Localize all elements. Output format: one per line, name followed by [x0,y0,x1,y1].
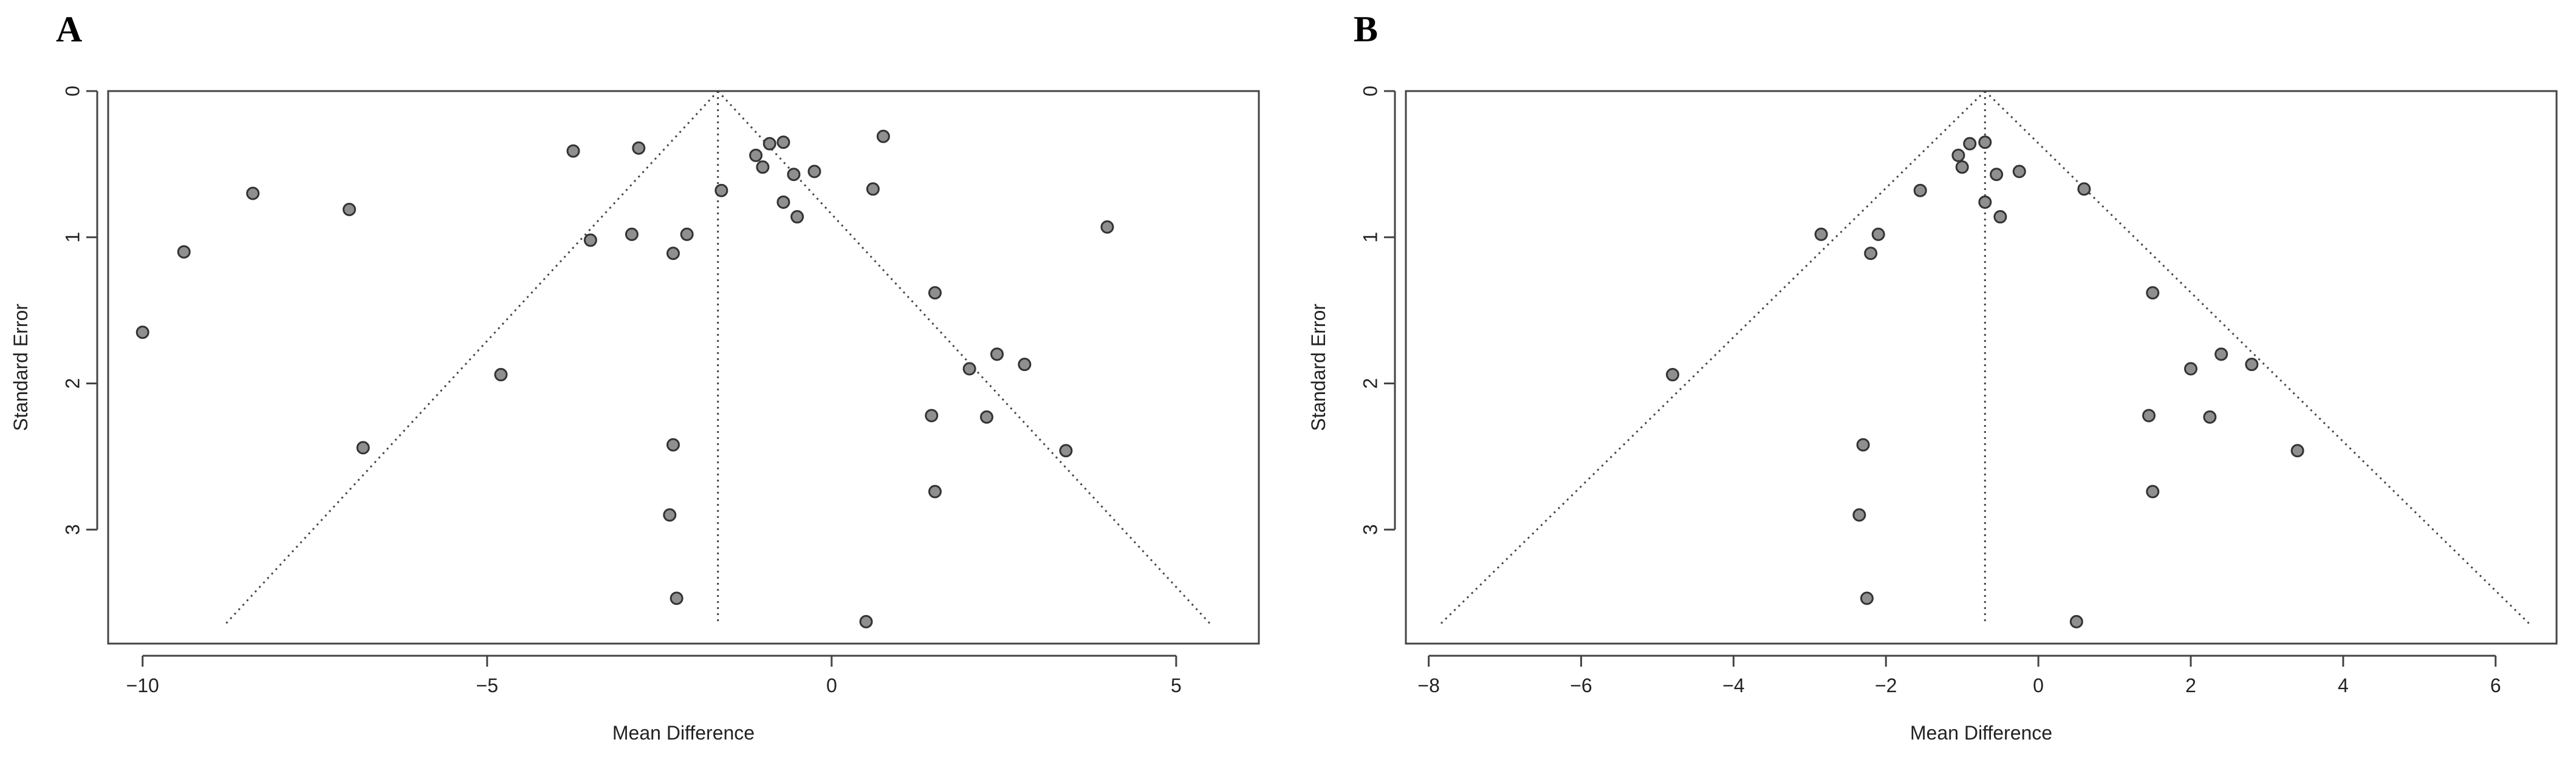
study-point [714,183,728,197]
y-tick-label: 1 [61,232,83,243]
study-point [859,614,873,628]
study-point [494,368,508,382]
study-point [2069,614,2083,628]
y-tick-label: 0 [61,86,83,97]
x-tick-label: 5 [1171,675,1182,696]
study-point [666,247,680,260]
x-tick-label: 0 [826,675,837,696]
study-point [2077,182,2091,196]
study-point [342,203,356,216]
x-tick-label: −8 [1417,675,1439,696]
study-point [1978,135,1992,149]
study-point [980,410,994,424]
study-point [2215,347,2228,361]
study-point [566,144,580,158]
funnel-left-line [224,90,719,625]
study-point [1993,210,2007,224]
study-point [2142,409,2156,423]
plot-frame [107,90,1260,645]
study-point [663,508,677,522]
study-point [776,135,790,149]
study-point [1951,148,1965,162]
funnel-right-line [1984,90,2531,625]
study-point [246,186,260,200]
x-tick-label: −4 [1722,675,1744,696]
study-point [749,148,763,162]
study-point [787,168,801,182]
study-point [632,141,646,155]
study-point [2146,286,2160,300]
study-point [356,441,370,455]
study-point [1856,438,1870,452]
study-point [962,362,976,376]
study-point [2245,358,2259,372]
panel-label-a: A [56,9,82,49]
y-axis-title: Standard Error [1307,304,1329,431]
study-point [1955,160,1969,174]
x-tick-label: 2 [2185,675,2196,696]
study-point [1963,137,1977,151]
x-tick-label: 6 [2490,675,2501,696]
x-tick-label: −10 [126,675,159,696]
study-point [925,409,939,423]
study-point [583,233,597,247]
x-tick-label: −2 [1875,675,1897,696]
y-tick-label: 1 [1359,232,1381,243]
study-point [928,485,942,498]
y-tick-label: 3 [1359,524,1381,535]
study-point [807,165,821,179]
y-tick-label: 2 [61,378,83,389]
study-point [990,347,1004,361]
study-point [1990,168,2004,182]
panel-label-b: B [1354,9,1378,49]
study-point [666,438,680,452]
study-point [876,129,890,143]
y-axis-title: Standard Error [10,304,32,431]
study-point [1978,195,1992,209]
study-point [625,227,639,241]
study-point [1871,227,1885,241]
study-point [2290,444,2304,458]
x-axis-title: Mean Difference [1910,722,2052,744]
funnel-plot-b: −8 −6 −4 −2 0 2 4 6 Mean Difference 0 1 2 3 Standard … [1307,86,2558,744]
study-point [756,160,770,174]
study-point [1864,247,1878,260]
x-tick-label: −5 [476,675,498,696]
plot-frame [1405,90,2558,645]
study-point [670,591,683,605]
study-point [928,286,942,300]
study-point [1860,591,1874,605]
x-tick-label: −6 [1570,675,1592,696]
study-point [135,325,149,339]
study-point [790,210,804,224]
study-point [1059,444,1073,458]
study-point [1814,227,1828,241]
study-point [1100,220,1114,234]
study-point [2203,410,2217,424]
y-tick-label: 2 [1359,378,1381,389]
study-point [1913,183,1927,197]
study-point [2184,362,2197,376]
x-axis-title: Mean Difference [612,722,755,744]
x-tick-label: 4 [2338,675,2349,696]
study-point [762,137,776,151]
study-point [1018,358,1032,372]
study-point [776,195,790,209]
study-point [2012,165,2026,179]
study-point [1666,368,1680,382]
study-point [2146,485,2160,498]
study-point [680,227,694,241]
study-point [1852,508,1866,522]
x-tick-label: 0 [2033,675,2044,696]
study-point [177,245,191,259]
study-point [866,182,880,196]
funnel-left-line [1439,90,1986,625]
y-tick-label: 0 [1359,86,1381,97]
funnel-plot-a: −10 −5 0 5 Mean Difference 0 1 2 3 Standard Error [10,86,1260,744]
y-tick-label: 3 [61,524,83,535]
